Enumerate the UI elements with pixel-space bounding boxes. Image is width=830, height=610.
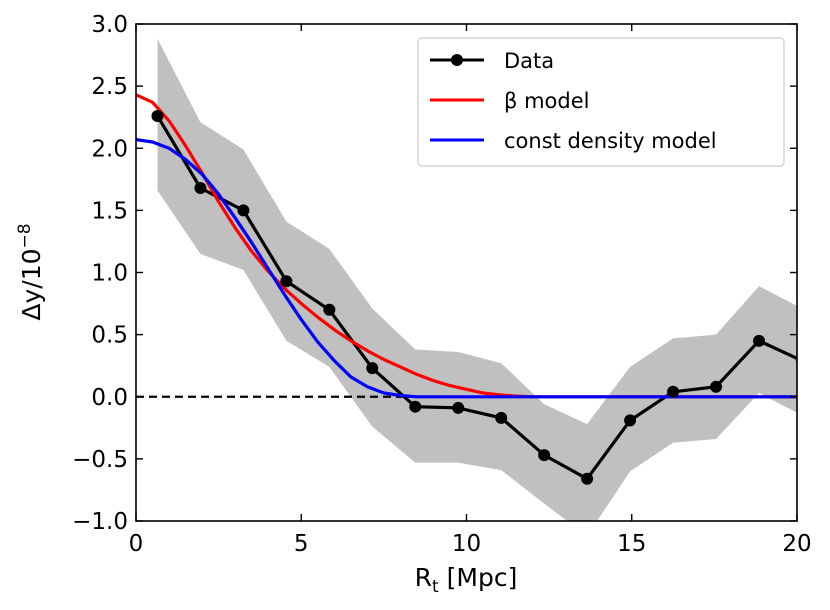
y-tick-label: 3.0 xyxy=(91,12,128,38)
data-point xyxy=(710,380,723,393)
x-axis-label-main: R xyxy=(415,563,432,592)
x-axis-label: Rt [Mpc] xyxy=(415,563,518,597)
y-tick-label: 1.0 xyxy=(91,261,128,287)
y-axis-label-main: Δy/10 xyxy=(17,248,46,320)
x-axis-label-subscript: t xyxy=(432,577,439,597)
y-tick-label: 1.5 xyxy=(91,198,128,224)
x-tick-label: 0 xyxy=(129,531,144,557)
data-point xyxy=(581,472,594,485)
legend-entry-const-density-model: const density model xyxy=(430,129,717,153)
legend-label-const-density-model: const density model xyxy=(504,129,717,153)
x-axis-label-unit: [Mpc] xyxy=(439,563,518,592)
data-point xyxy=(624,414,637,427)
data-point xyxy=(409,400,422,413)
y-tick-label: −0.5 xyxy=(72,447,128,473)
data-point xyxy=(752,334,765,347)
data-point xyxy=(667,385,680,398)
legend-label-beta-model: β model xyxy=(504,89,589,113)
x-tick-label: 20 xyxy=(782,531,811,557)
data-markers xyxy=(151,109,797,485)
y-tick-label: −1.0 xyxy=(72,509,128,535)
x-tick-label: 10 xyxy=(452,531,481,557)
y-tick-label: 0.0 xyxy=(91,385,128,411)
y-axis-label-exponent: −8 xyxy=(15,223,35,248)
y-axis-ticks: −1.0 −0.5 0.0 0.5 1.0 1.5 2.0 2.5 3.0 xyxy=(72,12,797,535)
data-point xyxy=(151,109,164,122)
legend-box xyxy=(417,37,785,167)
data-uncertainty-band xyxy=(157,38,797,521)
data-point xyxy=(538,449,551,462)
legend-entry-beta-model: β model xyxy=(430,89,589,113)
legend-entry-data: Data xyxy=(430,49,554,73)
uncertainty-bands xyxy=(157,38,797,521)
data-point xyxy=(452,401,465,414)
legend: Data β model const density model xyxy=(417,37,785,167)
data-point xyxy=(366,362,379,375)
x-tick-label: 5 xyxy=(294,531,309,557)
data-point xyxy=(194,182,207,195)
legend-label-data: Data xyxy=(504,49,554,73)
y-axis-label: Δy/10−8 xyxy=(15,223,46,320)
data-point xyxy=(237,204,250,217)
data-point xyxy=(280,275,293,288)
series-line-data xyxy=(155,114,797,481)
legend-marker-data xyxy=(451,54,463,66)
y-tick-label: 2.5 xyxy=(91,74,128,100)
data-point xyxy=(323,303,336,316)
y-tick-label: 2.0 xyxy=(91,136,128,162)
y-tick-label: 0.5 xyxy=(91,323,128,349)
data-point xyxy=(495,411,508,424)
series-lines xyxy=(136,93,797,481)
x-axis-ticks: 0 5 10 15 20 xyxy=(129,24,812,557)
series-line-const-density-model xyxy=(136,138,797,399)
x-tick-label: 15 xyxy=(617,531,646,557)
